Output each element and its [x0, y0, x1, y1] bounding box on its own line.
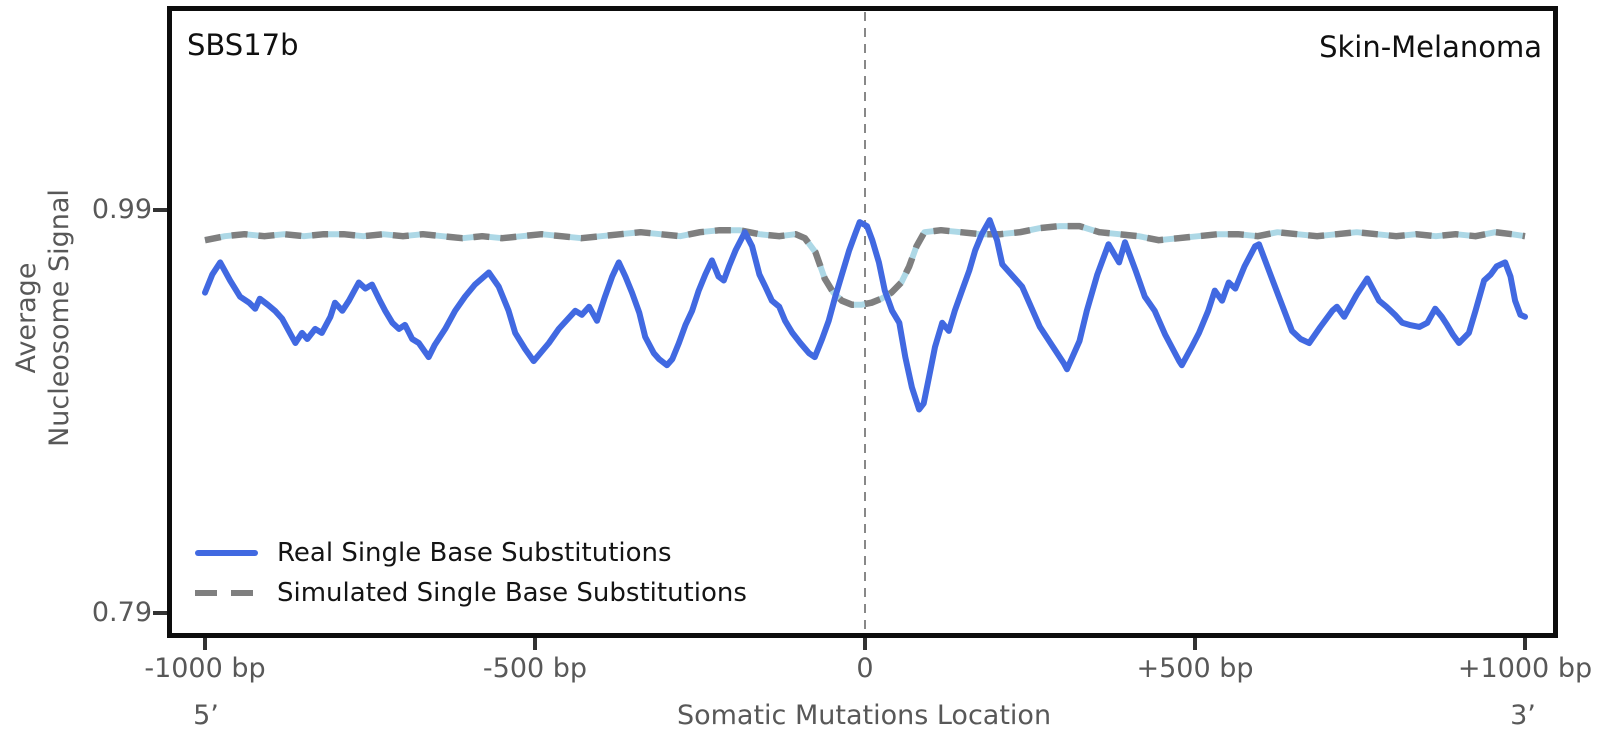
y-axis-label-line2: Nucleosome Signal — [44, 189, 75, 447]
three-prime-label: 3’ — [1510, 700, 1536, 731]
xtick-label-m1000: -1000 bp — [144, 653, 266, 684]
y-axis-label: Average Nucleosome Signal — [10, 118, 80, 518]
simulated-series-line — [204, 222, 1526, 308]
xtick-label-p500: +500 bp — [1136, 653, 1254, 684]
five-prime-label: 5’ — [193, 700, 219, 731]
signature-label: SBS17b — [187, 28, 299, 62]
real-series-line — [202, 217, 1528, 413]
legend-swatch-simulated-line — [195, 590, 258, 596]
legend-swatch-real-line — [195, 550, 258, 556]
xtick-label-p1000: +1000 bp — [1457, 653, 1593, 684]
ytick-label-079: 0.79 — [91, 597, 152, 628]
cancer-type-label: Skin-Melanoma — [1319, 30, 1542, 64]
legend-label-simulated: Simulated Single Base Substitutions — [277, 578, 747, 608]
y-axis-label-line1: Average — [11, 262, 42, 374]
xtick-label-m500: -500 bp — [482, 653, 588, 684]
x-axis-label: Somatic Mutations Location — [676, 700, 1052, 731]
legend-label-real: Real Single Base Substitutions — [277, 538, 672, 568]
ytick-label-099: 0.99 — [91, 194, 152, 225]
xtick-label-0: 0 — [856, 653, 874, 684]
